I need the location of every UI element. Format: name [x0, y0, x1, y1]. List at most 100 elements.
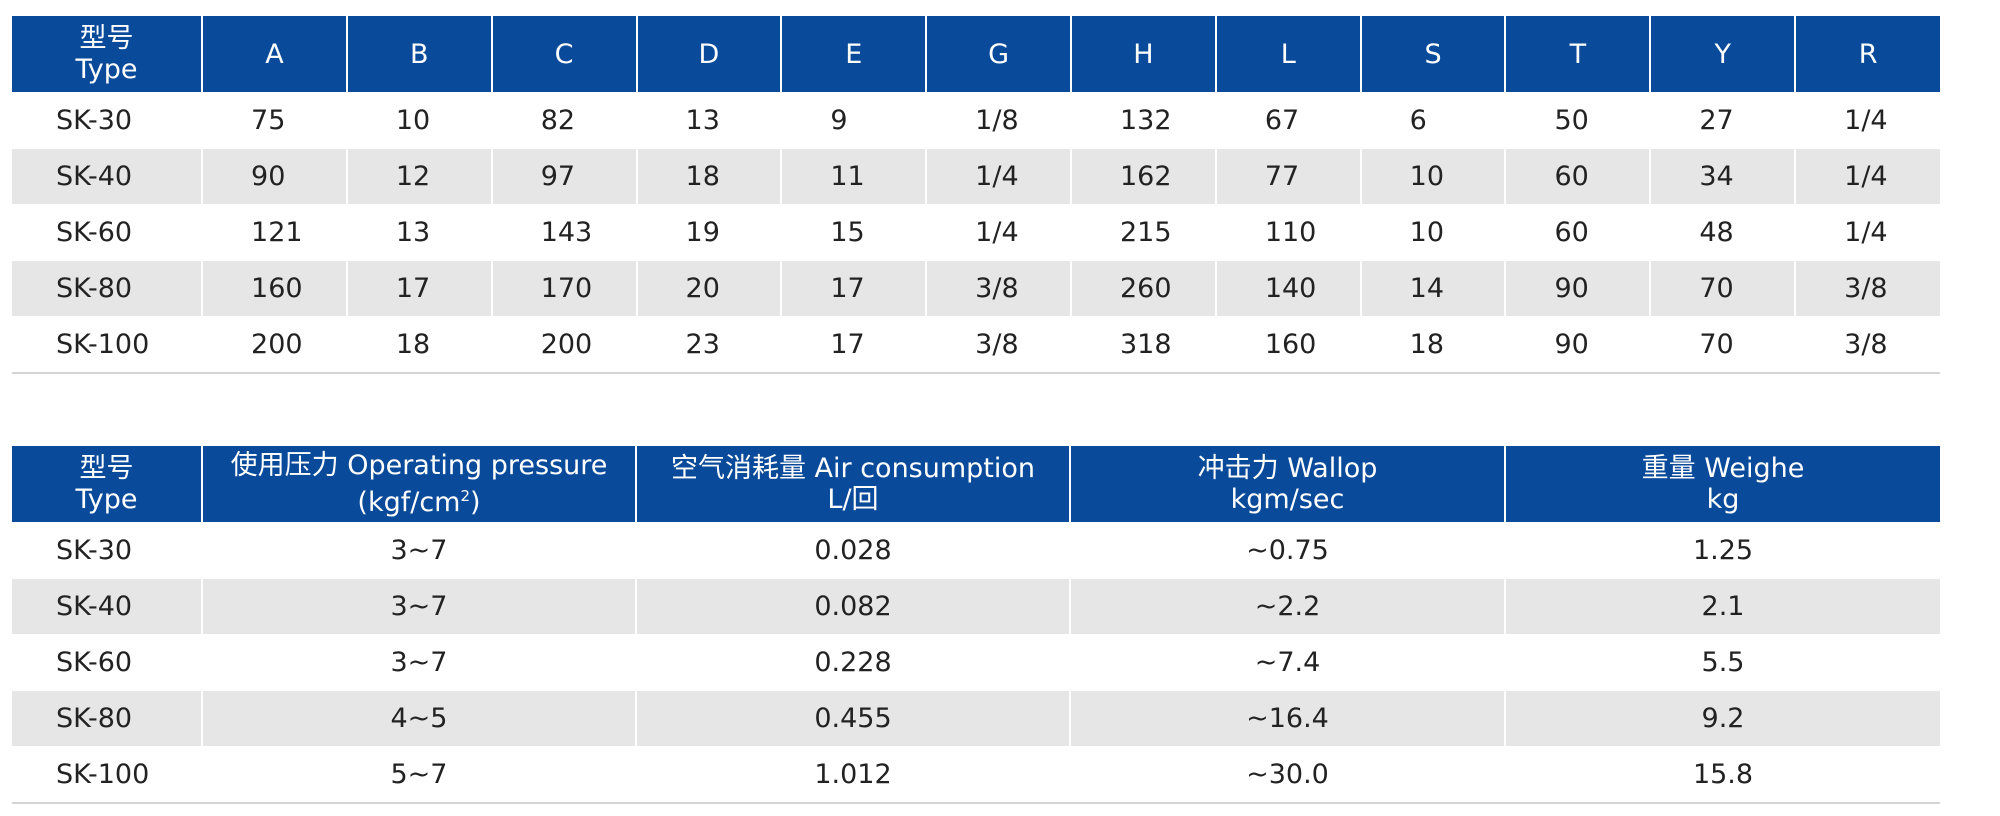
- value-cell-y: 48: [1649, 204, 1796, 261]
- weight-cell: 1.25: [1504, 522, 1940, 579]
- value-cell-e: 15: [780, 204, 927, 261]
- value-cell-a: 200: [201, 316, 347, 374]
- value-cell-l: 110: [1214, 204, 1361, 261]
- value-cell-h: 215: [1070, 204, 1216, 261]
- value-cell-y: 70: [1649, 316, 1796, 374]
- type-cell: SK-100: [12, 746, 202, 804]
- type-cell: SK-60: [12, 634, 202, 691]
- weight-cell: 5.5: [1504, 634, 1940, 691]
- value-cell-s: 10: [1359, 148, 1506, 205]
- value-cell-d: 23: [635, 316, 782, 374]
- column-header-b: B: [345, 16, 492, 93]
- type-cell: SK-80: [12, 690, 202, 747]
- weight-header-label: 重量 Weighe: [1641, 453, 1805, 484]
- type-cell: SK-40: [12, 148, 203, 205]
- value-cell-e: 17: [780, 260, 927, 317]
- value-cell-c: 200: [490, 316, 637, 374]
- column-header-c: C: [490, 16, 637, 93]
- value-cell-g: 3/8: [925, 260, 1071, 317]
- table-row: SK-100 200 18 200 23 17 3/8 318 160 18 90 70 3/8: [12, 316, 1940, 374]
- air-consumption-header-unit: L/回: [827, 484, 879, 515]
- pressure-cell: 3~7: [201, 522, 636, 579]
- column-header-e: E: [780, 16, 927, 93]
- value-cell-d: 19: [635, 204, 782, 261]
- type-header-en: Type: [75, 484, 138, 515]
- table-row: SK-60 121 13 143 19 15 1/4 215 110 10 60 48 1/4: [12, 204, 1940, 261]
- type-header: 型号 Type: [12, 16, 203, 93]
- value-cell-s: 18: [1359, 316, 1506, 374]
- type-cell: SK-30: [12, 92, 203, 149]
- dimensions-header-row: 型号 Type A B C D E G H L S T Y R: [12, 16, 1940, 93]
- column-header-g: G: [925, 16, 1071, 93]
- table-row: SK-30 3~7 0.028 ~0.75 1.25: [12, 522, 1940, 579]
- value-cell-r: 3/8: [1794, 260, 1940, 317]
- value-cell-a: 90: [201, 148, 347, 205]
- table-row: SK-40 3~7 0.082 ~2.2 2.1: [12, 578, 1940, 635]
- value-cell-l: 77: [1214, 148, 1361, 205]
- value-cell-l: 160: [1214, 316, 1361, 374]
- value-cell-a: 75: [201, 92, 347, 149]
- value-cell-c: 82: [490, 92, 637, 149]
- value-cell-y: 70: [1649, 260, 1796, 317]
- value-cell-y: 34: [1649, 148, 1796, 205]
- value-cell-h: 260: [1070, 260, 1216, 317]
- performance-table: 型号 Type 使用压力 Operating pressure (kgf/cm2…: [12, 446, 1940, 804]
- value-cell-l: 67: [1214, 92, 1361, 149]
- pressure-header-label: 使用压力 Operating pressure: [230, 450, 608, 481]
- value-cell-g: 3/8: [925, 316, 1071, 374]
- type-header-en: Type: [75, 54, 138, 85]
- wallop-header: 冲击力 Wallop kgm/sec: [1069, 446, 1505, 523]
- wallop-header-unit: kgm/sec: [1230, 484, 1345, 515]
- pressure-header-unit: (kgf/cm2): [357, 487, 481, 518]
- value-cell-s: 10: [1359, 204, 1506, 261]
- type-cell: SK-30: [12, 522, 202, 579]
- air-consumption-cell: 1.012: [635, 746, 1070, 804]
- value-cell-t: 90: [1504, 260, 1651, 317]
- air-consumption-cell: 0.455: [635, 690, 1070, 747]
- value-cell-t: 50: [1504, 92, 1651, 149]
- table-row: SK-80 160 17 170 20 17 3/8 260 140 14 90 70 3/8: [12, 260, 1940, 317]
- value-cell-t: 60: [1504, 148, 1651, 205]
- value-cell-h: 318: [1070, 316, 1216, 374]
- value-cell-s: 14: [1359, 260, 1506, 317]
- value-cell-y: 27: [1649, 92, 1796, 149]
- value-cell-h: 132: [1070, 92, 1216, 149]
- table-row: SK-100 5~7 1.012 ~30.0 15.8: [12, 746, 1940, 804]
- pressure-cell: 4~5: [201, 690, 636, 747]
- value-cell-e: 9: [780, 92, 927, 149]
- value-cell-e: 17: [780, 316, 927, 374]
- value-cell-e: 11: [780, 148, 927, 205]
- value-cell-g: 1/4: [925, 204, 1071, 261]
- column-header-r: R: [1794, 16, 1940, 93]
- type-header-cn: 型号: [79, 23, 134, 54]
- value-cell-c: 143: [490, 204, 637, 261]
- value-cell-r: 3/8: [1794, 316, 1940, 374]
- value-cell-g: 1/4: [925, 148, 1071, 205]
- air-consumption-header-label: 空气消耗量 Air consumption: [670, 453, 1036, 484]
- performance-header-row: 型号 Type 使用压力 Operating pressure (kgf/cm2…: [12, 446, 1940, 523]
- wallop-header-label: 冲击力 Wallop: [1197, 453, 1378, 484]
- wallop-cell: ~2.2: [1069, 578, 1505, 635]
- value-cell-a: 121: [201, 204, 347, 261]
- table-row: SK-30 75 10 82 13 9 1/8 132 67 6 50 27 1/4: [12, 92, 1940, 149]
- weight-cell: 9.2: [1504, 690, 1940, 747]
- type-cell: SK-60: [12, 204, 203, 261]
- column-header-h: H: [1070, 16, 1216, 93]
- pressure-cell: 3~7: [201, 634, 636, 691]
- value-cell-r: 1/4: [1794, 204, 1940, 261]
- value-cell-g: 1/8: [925, 92, 1071, 149]
- column-header-t: T: [1504, 16, 1651, 93]
- type-cell: SK-100: [12, 316, 203, 374]
- wallop-cell: ~16.4: [1069, 690, 1505, 747]
- value-cell-b: 18: [345, 316, 492, 374]
- column-header-l: L: [1214, 16, 1361, 93]
- column-header-y: Y: [1649, 16, 1796, 93]
- weight-header: 重量 Weighe kg: [1504, 446, 1940, 523]
- value-cell-b: 17: [345, 260, 492, 317]
- table-row: SK-80 4~5 0.455 ~16.4 9.2: [12, 690, 1940, 747]
- air-consumption-header: 空气消耗量 Air consumption L/回: [635, 446, 1070, 523]
- wallop-cell: ~0.75: [1069, 522, 1505, 579]
- value-cell-t: 60: [1504, 204, 1651, 261]
- table-row: SK-40 90 12 97 18 11 1/4 162 77 10 60 34 1/4: [12, 148, 1940, 205]
- weight-cell: 2.1: [1504, 578, 1940, 635]
